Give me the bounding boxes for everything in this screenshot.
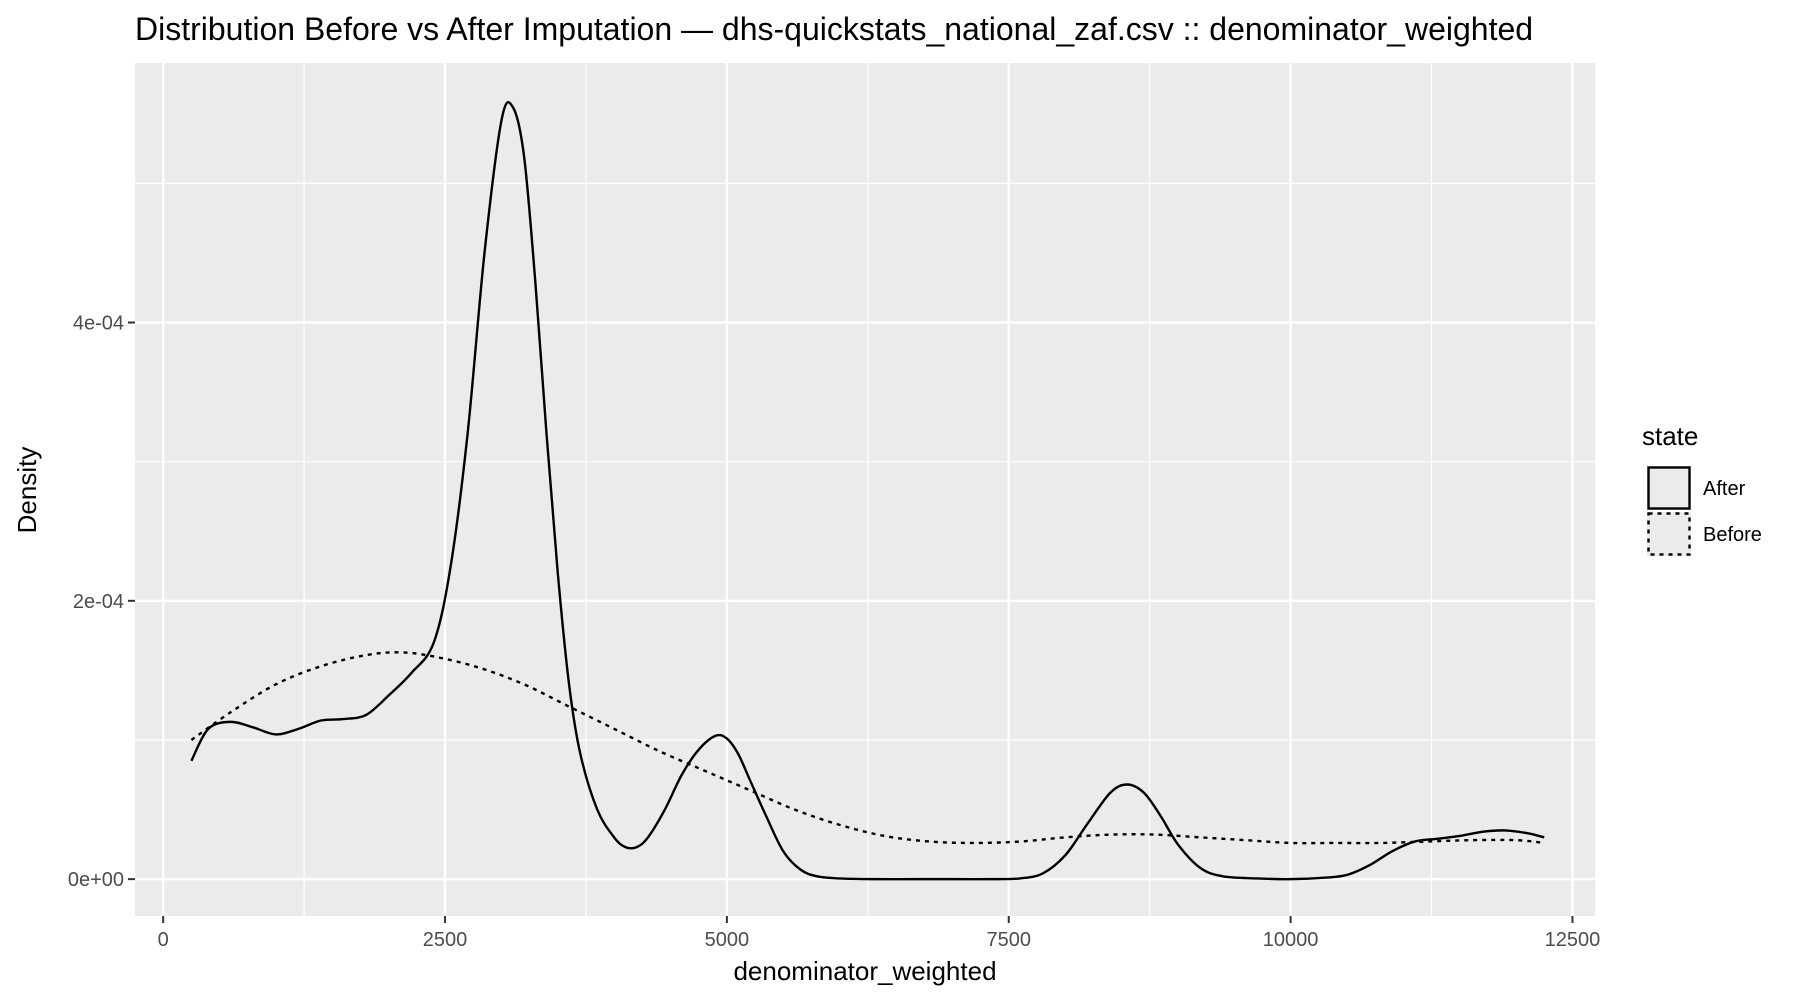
legend-label-after: After [1703, 478, 1746, 500]
y-tick-label: 4e-04 [73, 313, 124, 335]
axes: 0 2500 5000 7500 10000 12500 0e+00 2e-04 4e-04 [68, 313, 1600, 951]
x-tick-label: 0 [158, 929, 169, 951]
legend-key-before [1647, 512, 1691, 556]
legend: state After Before [1642, 421, 1762, 556]
series-line-before [190, 651, 1545, 845]
chart-title: Distribution Before vs After Imputation … [135, 11, 1533, 47]
legend-title: state [1642, 421, 1698, 451]
legend-items: After Before [1647, 466, 1762, 556]
plot-panel [135, 63, 1595, 916]
x-tick-label: 12500 [1545, 929, 1601, 951]
series-lines [190, 101, 1545, 881]
legend-label-before: Before [1703, 524, 1762, 546]
series-line-after [190, 101, 1545, 881]
grid-lines [135, 63, 1595, 916]
x-tick-label: 7500 [986, 929, 1031, 951]
legend-key-bg-before [1647, 512, 1691, 556]
y-tick-label: 0e+00 [68, 869, 124, 891]
legend-key-after [1647, 466, 1691, 510]
x-tick-label: 5000 [705, 929, 750, 951]
x-axis-title: denominator_weighted [733, 956, 996, 986]
y-axis-title: Density [12, 447, 42, 534]
x-tick-label: 2500 [423, 929, 468, 951]
x-tick-label: 10000 [1263, 929, 1319, 951]
y-tick-label: 2e-04 [73, 591, 124, 613]
legend-key-bg-after [1647, 466, 1691, 510]
